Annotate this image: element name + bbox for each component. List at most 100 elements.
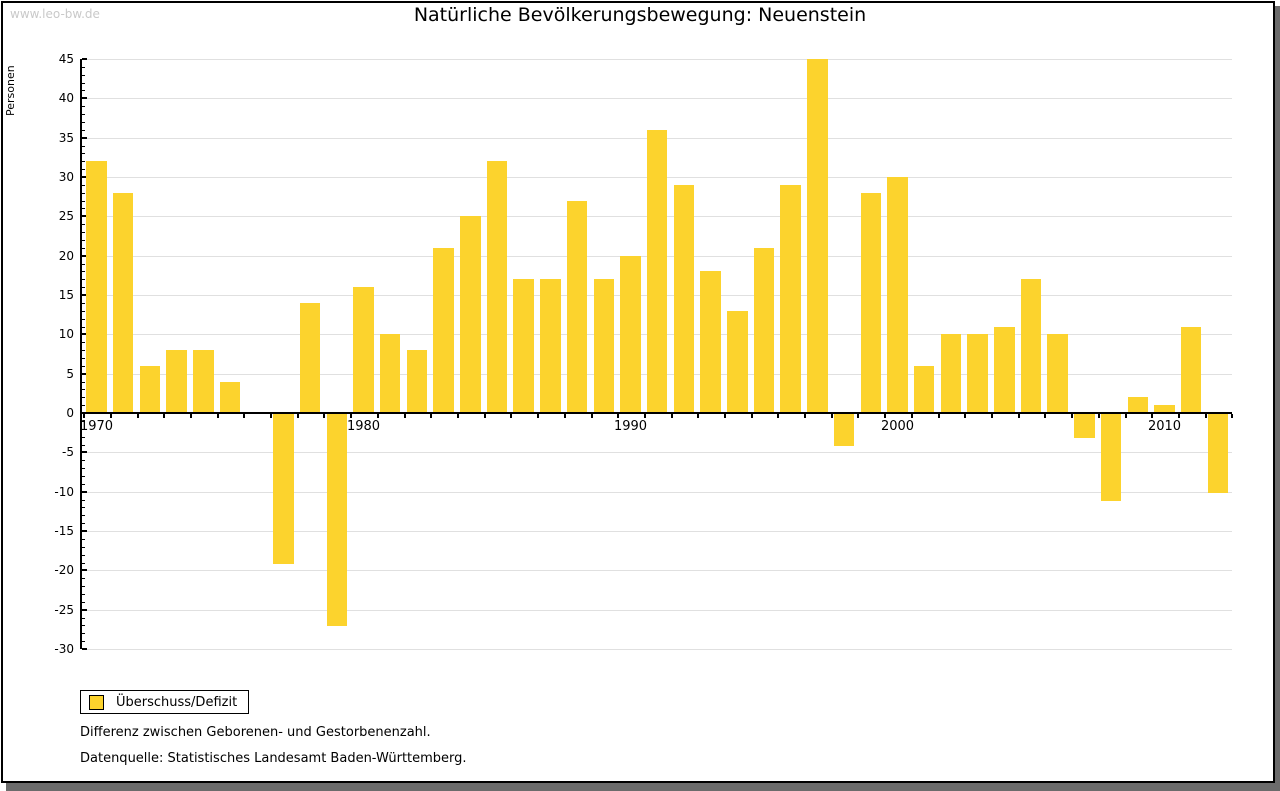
- y-tick-label: 25: [58, 209, 74, 224]
- bar-1987: [540, 279, 561, 413]
- bar-1983: [433, 247, 454, 413]
- y-axis-tick: [82, 254, 87, 257]
- bar-1973: [166, 350, 187, 413]
- x-axis-tick: [1204, 414, 1207, 418]
- y-axis-tick: [82, 490, 87, 493]
- y-tick-label: -20: [54, 563, 74, 578]
- y-axis-minor-tick: [82, 302, 85, 304]
- x-axis-tick: [937, 414, 940, 418]
- bar-1989: [593, 279, 615, 413]
- y-axis-tick: [82, 57, 87, 60]
- x-axis-tick: [1044, 414, 1047, 418]
- bar-1999: [860, 192, 882, 413]
- y-axis-minor-tick: [82, 538, 85, 540]
- y-axis-minor-tick: [82, 318, 85, 320]
- y-axis-minor-tick: [82, 515, 85, 517]
- legend: Überschuss/Defizit: [80, 690, 249, 714]
- gridline: [82, 98, 1232, 100]
- y-axis-tick: [82, 215, 87, 218]
- bar-1988: [566, 200, 588, 413]
- bar-1979: [326, 414, 348, 627]
- x-axis-tick: [350, 414, 353, 418]
- x-axis-tick: [483, 414, 486, 418]
- y-axis-minor-tick: [82, 121, 85, 123]
- y-tick-label: -30: [54, 642, 74, 656]
- bar-1996: [780, 184, 801, 413]
- gridline: [82, 649, 1232, 650]
- y-tick-label: 40: [58, 91, 74, 106]
- x-axis-tick: [216, 414, 219, 418]
- footnote-source: Datenquelle: Statistisches Landesamt Bad…: [80, 751, 467, 766]
- y-axis-minor-tick: [82, 405, 85, 407]
- x-axis-tick: [163, 414, 166, 418]
- gridline: [82, 570, 1232, 572]
- x-axis-tick: [1071, 414, 1073, 418]
- gridline: [82, 452, 1232, 454]
- y-axis-minor-tick: [82, 389, 85, 391]
- bar-1998: [833, 414, 855, 446]
- y-axis-minor-tick: [82, 232, 85, 233]
- x-axis-tick: [1231, 414, 1234, 418]
- y-axis-tick: [82, 136, 87, 139]
- y-axis-minor-tick: [82, 145, 85, 147]
- y-axis-minor-tick: [82, 90, 85, 92]
- y-axis-tick: [82, 451, 87, 454]
- bar-2003: [967, 334, 988, 413]
- bar-2007: [1074, 414, 1095, 438]
- x-axis-tick: [270, 414, 273, 418]
- y-axis-minor-tick: [82, 208, 85, 210]
- y-axis-minor-tick: [82, 562, 85, 564]
- bar-1982: [406, 350, 428, 413]
- x-axis-line: [80, 412, 1232, 414]
- x-axis-tick: [857, 414, 860, 418]
- y-axis-minor-tick: [82, 617, 85, 619]
- bar-1970: [86, 161, 107, 413]
- y-axis-tick: [82, 608, 87, 611]
- y-tick-label: -10: [54, 484, 74, 499]
- bar-1986: [513, 279, 534, 413]
- card-shadow-right: [1275, 6, 1280, 791]
- y-axis-tick: [82, 530, 87, 532]
- bar-1977: [273, 414, 294, 564]
- x-axis-tick: [296, 414, 299, 418]
- x-axis-tick: [910, 414, 913, 418]
- y-axis-minor-tick: [82, 546, 85, 548]
- y-axis-minor-tick: [82, 420, 85, 422]
- x-tick-label-1980: 1980: [346, 419, 381, 434]
- y-tick-label: -25: [54, 602, 74, 617]
- bar-2001: [913, 365, 935, 413]
- legend-swatch: [89, 694, 104, 710]
- y-tick-label: 15: [58, 288, 74, 302]
- y-axis-minor-tick: [82, 114, 85, 115]
- x-axis-tick: [1177, 414, 1180, 418]
- y-axis-minor-tick: [82, 287, 85, 289]
- y-axis-tick: [82, 648, 87, 650]
- y-axis-minor-tick: [82, 507, 85, 509]
- y-axis-minor-tick: [82, 475, 85, 477]
- y-tick-label: -5: [62, 445, 74, 460]
- y-axis-minor-tick: [82, 279, 85, 281]
- gridline: [82, 531, 1232, 532]
- y-tick-label: -15: [54, 524, 74, 538]
- y-axis-minor-tick: [82, 428, 85, 430]
- watermark: www.leo-bw.de: [10, 7, 100, 21]
- chart-title: Natürliche Bevölkerungsbewegung: Neuenst…: [413, 4, 867, 26]
- x-axis-tick: [670, 414, 673, 418]
- y-axis-minor-tick: [82, 460, 85, 462]
- x-tick-label-1970: 1970: [79, 419, 114, 434]
- y-axis-tick: [82, 372, 87, 375]
- y-axis-minor-tick: [82, 601, 85, 603]
- x-axis-tick: [563, 414, 566, 418]
- card-shadow-bottom: [6, 783, 1280, 791]
- y-axis-tick: [82, 176, 87, 178]
- x-tick-label-2010: 2010: [1147, 419, 1182, 434]
- legend-label: Überschuss/Defizit: [116, 694, 238, 710]
- bar-2000: [887, 177, 908, 413]
- y-axis-minor-tick: [82, 350, 85, 352]
- y-tick-label: 20: [58, 248, 74, 263]
- x-axis-tick: [430, 414, 433, 418]
- x-axis-tick: [189, 414, 192, 418]
- bar-1994: [727, 310, 748, 413]
- y-axis-minor-tick: [82, 192, 85, 194]
- y-axis-minor-tick: [82, 153, 85, 155]
